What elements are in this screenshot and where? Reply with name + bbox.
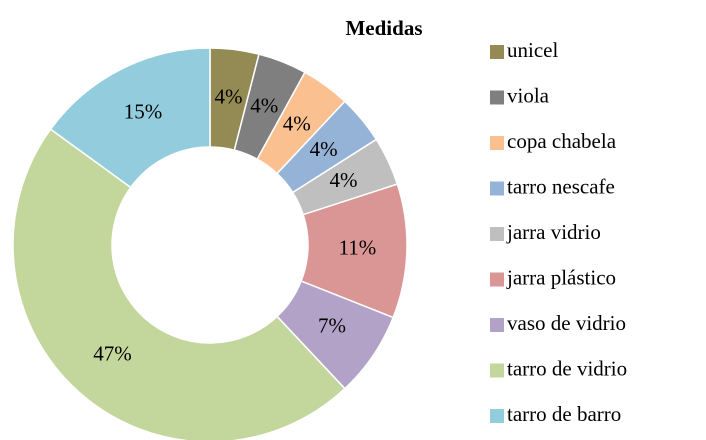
data-label: 4% (214, 84, 242, 108)
data-label: 15% (124, 99, 163, 123)
legend-label: jarra vidrio (506, 220, 601, 244)
legend-label: tarro de barro (507, 402, 621, 426)
data-label: 4% (329, 168, 357, 192)
data-label: 7% (318, 314, 346, 338)
legend-swatch (490, 318, 504, 332)
legend-swatch (490, 136, 504, 150)
data-label: 47% (93, 341, 132, 365)
legend-swatch (490, 90, 504, 105)
legend-label: tarro nescafe (507, 174, 615, 198)
legend-swatch (490, 272, 504, 287)
legend-swatch (490, 181, 504, 196)
legend-swatch (490, 45, 504, 59)
chart-title: Medidas (345, 16, 422, 40)
legend-label: unicel (507, 38, 558, 62)
legend-swatch (490, 227, 504, 241)
slice (49, 47, 211, 189)
legend-swatch (490, 363, 504, 378)
data-label: 11% (339, 235, 377, 259)
legend-label: vaso de vidrio (507, 311, 626, 335)
data-label: 4% (310, 137, 338, 161)
legend-label: jarra plástico (506, 265, 616, 289)
data-label: 4% (250, 94, 278, 118)
data-label: 4% (283, 111, 311, 135)
legend-label: copa chabela (507, 129, 617, 153)
legend-swatch (490, 409, 504, 423)
slice (12, 128, 346, 440)
legend-label: tarro de vidrio (507, 356, 627, 380)
legend-label: viola (507, 83, 550, 107)
